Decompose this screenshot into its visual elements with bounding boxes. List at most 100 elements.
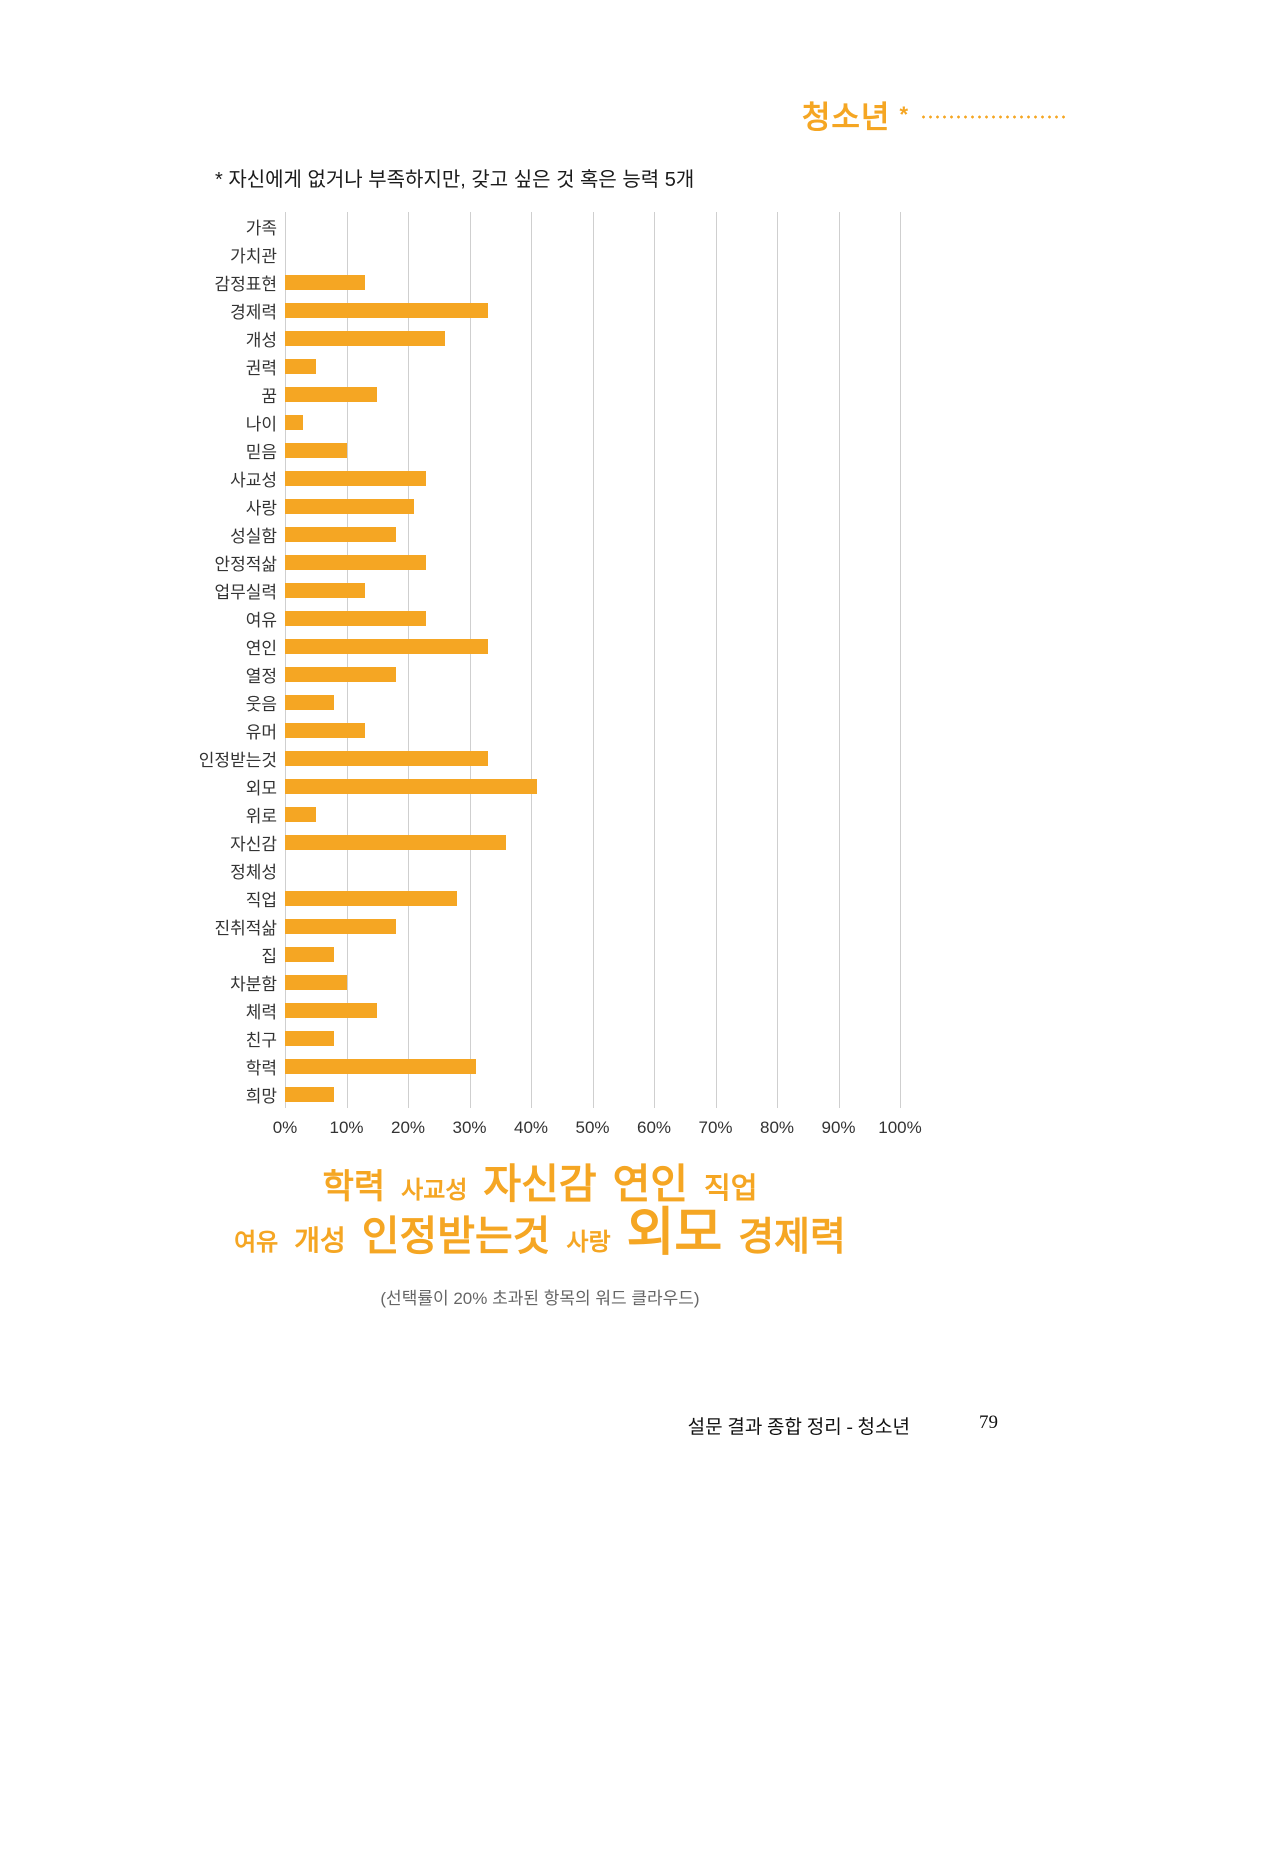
chart-row: 가치관 <box>180 240 900 268</box>
bar <box>285 470 427 486</box>
word-cloud-word: 사교성 <box>401 1177 468 1204</box>
word-cloud-row: 학력 사교성 자신감 연인 직업 <box>150 1162 930 1206</box>
chart-row: 나이 <box>180 408 900 436</box>
bar <box>285 918 396 934</box>
bar <box>285 610 427 626</box>
category-label: 집 <box>261 946 277 966</box>
bar <box>285 722 365 738</box>
gridline <box>838 212 840 1108</box>
chart-row: 권력 <box>180 352 900 380</box>
bar <box>285 358 316 374</box>
bar <box>285 526 396 542</box>
category-label: 체력 <box>245 1002 277 1022</box>
bar-track <box>285 806 900 822</box>
bar-track <box>285 1002 900 1018</box>
bar-track <box>285 778 900 794</box>
category-label: 직업 <box>245 890 277 910</box>
bar <box>285 778 538 794</box>
chart-row: 개성 <box>180 324 900 352</box>
chart-row: 경제력 <box>180 296 900 324</box>
category-label: 업무실력 <box>214 582 277 602</box>
chart-plot-area: 가족 가치관 감정표현 경제력 개성 권력 꿈 나이 믿음 사교성 사랑 성실함 안정적삶 업무실력 여유 연… <box>180 212 901 1108</box>
bar <box>285 750 488 766</box>
category-label: 정체성 <box>230 862 277 882</box>
bar-track <box>285 863 900 878</box>
bar-track <box>285 582 900 598</box>
category-label: 웃음 <box>245 694 277 714</box>
word-cloud-word: 여유 <box>234 1229 279 1257</box>
bar <box>285 1002 378 1018</box>
category-label: 차분함 <box>230 974 277 994</box>
bar-track <box>285 694 900 710</box>
chart-row: 가족 <box>180 212 900 240</box>
gridline <box>592 212 594 1108</box>
category-label: 열정 <box>245 666 277 686</box>
bar <box>285 582 365 598</box>
bar <box>285 638 488 654</box>
category-label: 안정적삶 <box>214 554 277 574</box>
footer-text: 설문 결과 종합 정리 - 청소년 <box>687 1417 910 1438</box>
word-cloud: 학력 사교성 자신감 연인 직업 여유 개성 인정받는것 사랑 외모 경제력 <box>150 1162 930 1261</box>
word-cloud-word: 직업 <box>704 1173 758 1205</box>
chart-row: 희망 <box>180 1080 900 1108</box>
word-cloud-word: 경제력 <box>738 1216 846 1260</box>
bar <box>285 274 365 290</box>
category-label: 외모 <box>245 778 277 798</box>
bar-track <box>285 750 900 766</box>
category-label: 사랑 <box>245 498 277 518</box>
x-tick-label: 90% <box>821 1118 856 1137</box>
x-tick-label: 40% <box>513 1118 549 1137</box>
gridline <box>469 212 471 1108</box>
dotted-leader-line <box>920 114 1065 119</box>
x-tick-label: 0% <box>272 1118 298 1137</box>
bar <box>285 1058 476 1074</box>
word-cloud-row: 여유 개성 인정받는것 사랑 외모 경제력 <box>150 1206 930 1261</box>
category-label: 믿음 <box>245 442 277 462</box>
category-label: 감정표현 <box>214 274 277 294</box>
bar <box>285 890 458 906</box>
category-label: 가족 <box>245 218 277 238</box>
chart-row: 성실함 <box>180 520 900 548</box>
word-cloud-word: 외모 <box>626 1204 723 1263</box>
bar-chart: 가족 가치관 감정표현 경제력 개성 권력 꿈 나이 믿음 사교성 사랑 성실함 안정적삶 업무실력 여유 연… <box>180 212 922 1144</box>
bar-track <box>285 974 900 990</box>
bar-track <box>285 638 900 654</box>
chart-row: 꿈 <box>180 380 900 408</box>
word-cloud-word: 학력 <box>322 1168 386 1206</box>
bar-track <box>285 302 900 318</box>
bar <box>285 834 507 850</box>
chart-row: 친구 <box>180 1024 900 1052</box>
gridline <box>531 212 532 1108</box>
word-cloud-word: 사랑 <box>566 1229 611 1257</box>
chart-row: 믿음 <box>180 436 900 464</box>
gridline <box>346 212 348 1108</box>
chart-row: 정체성 <box>180 856 900 884</box>
chart-row: 업무실력 <box>180 576 900 604</box>
x-tick-label: 80% <box>759 1118 795 1137</box>
category-label: 유머 <box>245 722 277 742</box>
bar <box>285 554 427 570</box>
page-header: 청소년 * <box>0 92 1280 137</box>
category-label: 위로 <box>245 806 277 826</box>
bar <box>285 694 335 710</box>
chart-row: 열정 <box>180 660 900 688</box>
chart-row: 차분함 <box>180 968 900 996</box>
bar-track <box>285 247 900 262</box>
x-tick-label: 50% <box>575 1118 610 1137</box>
bar-track <box>285 470 900 486</box>
chart-row: 집 <box>180 940 900 968</box>
gridline <box>408 212 409 1108</box>
bar-track <box>285 946 900 962</box>
chart-row: 유머 <box>180 716 900 744</box>
x-tick-label: 10% <box>329 1118 364 1137</box>
category-label: 경제력 <box>230 302 277 322</box>
bar <box>285 974 347 990</box>
category-label: 희망 <box>245 1086 277 1106</box>
bar-track <box>285 610 900 626</box>
chart-row: 사랑 <box>180 492 900 520</box>
bar-track <box>285 666 900 682</box>
bar <box>285 386 378 402</box>
bar-track <box>285 386 900 402</box>
chart-row: 안정적삶 <box>180 548 900 576</box>
bar <box>285 1086 335 1102</box>
